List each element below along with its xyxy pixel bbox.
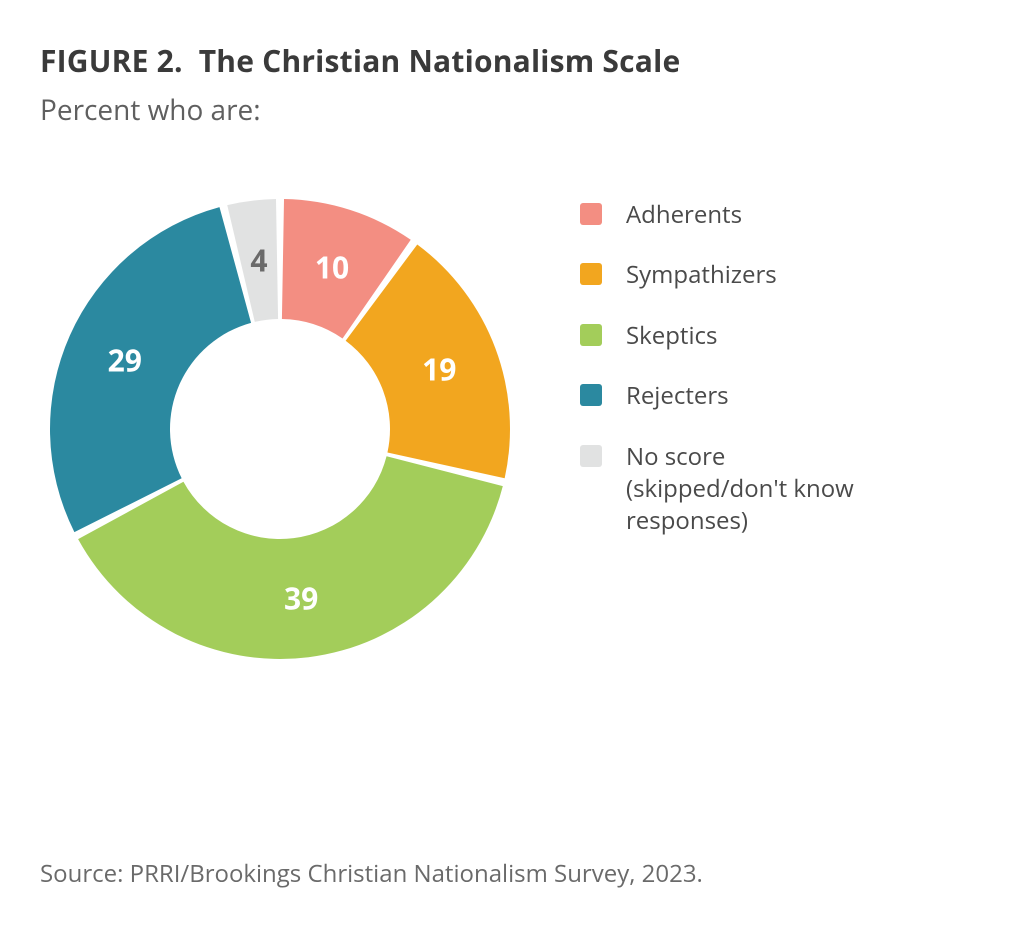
legend-swatch bbox=[580, 203, 602, 225]
legend-label: Skeptics bbox=[626, 320, 717, 352]
donut-chart: 101939294 bbox=[40, 189, 520, 669]
legend-item: Sympathizers bbox=[580, 259, 886, 291]
legend-swatch bbox=[580, 263, 602, 285]
donut-slice bbox=[50, 207, 251, 532]
legend-item: Adherents bbox=[580, 199, 886, 231]
legend-item: No score (skipped/don't know responses) bbox=[580, 441, 886, 538]
figure-subtitle: Percent who are: bbox=[40, 91, 984, 129]
source-text: Source: PRRI/Brookings Christian Nationa… bbox=[40, 857, 703, 890]
legend-swatch bbox=[580, 384, 602, 406]
legend-label: Adherents bbox=[626, 199, 742, 231]
chart-row: 101939294 Adherents Sympathizers Skeptics R… bbox=[40, 189, 984, 669]
legend-swatch bbox=[580, 445, 602, 467]
figure-title-main: The Christian Nationalism Scale bbox=[199, 40, 681, 81]
legend-swatch bbox=[580, 324, 602, 346]
figure-title-prefix: FIGURE 2. bbox=[40, 40, 183, 81]
legend-label: Rejecters bbox=[626, 380, 729, 412]
legend-label: No score (skipped/don't know responses) bbox=[626, 441, 886, 538]
figure-title: FIGURE 2. The Christian Nationalism Scal… bbox=[40, 40, 984, 81]
donut-svg bbox=[40, 189, 520, 669]
legend-item: Rejecters bbox=[580, 380, 886, 412]
legend: Adherents Sympathizers Skeptics Rejecters No… bbox=[580, 199, 886, 566]
legend-label: Sympathizers bbox=[626, 259, 777, 291]
legend-item: Skeptics bbox=[580, 320, 886, 352]
